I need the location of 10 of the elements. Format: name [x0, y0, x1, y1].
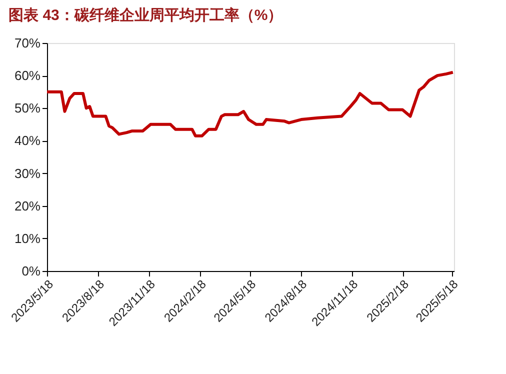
y-tick-label: 10%: [14, 230, 41, 246]
chart-title: 图表 43：碳纤维企业周平均开工率（%）: [8, 6, 283, 24]
y-tick-label: 20%: [14, 198, 41, 214]
y-tick-label: 40%: [14, 133, 41, 148]
y-tick-label: 60%: [14, 68, 41, 84]
y-tick-label: 50%: [14, 100, 41, 116]
y-tick-label: 0%: [22, 264, 41, 278]
line-series: [46, 70, 454, 138]
y-tick-label: 30%: [14, 166, 41, 181]
y-tick-label: 70%: [14, 36, 41, 50]
